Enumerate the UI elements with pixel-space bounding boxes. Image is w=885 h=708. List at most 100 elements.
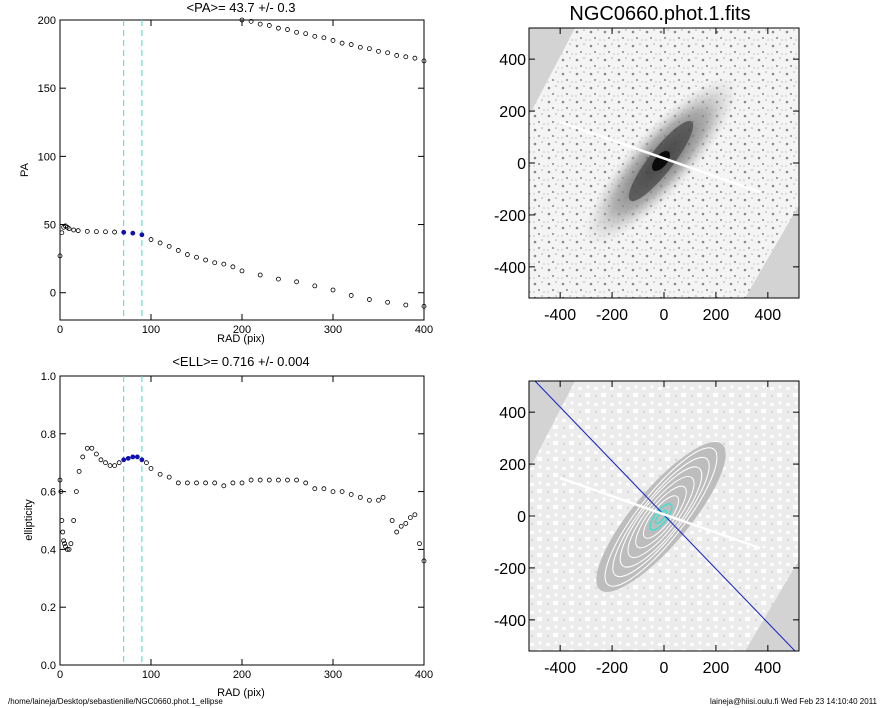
data-point (407, 515, 413, 521)
data-point (366, 297, 372, 302)
satellite-trail (559, 120, 761, 194)
data-point (339, 40, 345, 46)
pa-markers (57, 17, 427, 320)
data-point (84, 228, 90, 234)
data-point (366, 46, 372, 52)
data-point (348, 42, 354, 47)
y-tick-label: 100 (38, 151, 56, 163)
x-tick-label: 200 (233, 324, 251, 336)
x-tick-label: 400 (415, 324, 433, 336)
data-point (130, 454, 136, 460)
data-point (230, 264, 236, 270)
ell-xlabel: RAD (pix) (217, 687, 265, 699)
img-y-tick-label: 200 (499, 457, 526, 474)
data-point (66, 226, 72, 232)
y-tick-label: 0.0 (41, 660, 56, 672)
data-point (376, 497, 381, 503)
data-point (312, 283, 318, 289)
data-point (175, 480, 181, 486)
data-point (94, 451, 99, 457)
data-point (257, 477, 263, 483)
data-point (184, 252, 190, 257)
img-x-tick-label: 200 (703, 307, 730, 324)
data-point (71, 518, 77, 523)
data-point (294, 279, 300, 285)
img-x-tick-label: -200 (596, 660, 628, 677)
data-point (98, 457, 104, 463)
y-tick-label: 0.6 (41, 487, 56, 499)
data-point (330, 287, 336, 293)
data-point (84, 445, 90, 451)
y-tick-label: 150 (38, 83, 56, 95)
data-point (134, 454, 140, 460)
y-tick-label: 0.8 (41, 429, 56, 441)
img-x-tick-label: -200 (596, 307, 628, 324)
ell-title: <ELL>= 0.716 +/- 0.004 (172, 354, 309, 369)
img-x-tick-label: -400 (544, 660, 576, 677)
image-title: NGC0660.phot.1.fits (569, 3, 750, 25)
data-point (417, 541, 422, 547)
data-point (394, 529, 400, 535)
data-point (148, 466, 154, 471)
data-point (385, 50, 391, 56)
satellite-trail-masked (559, 476, 761, 550)
data-point (166, 474, 172, 480)
data-point (403, 520, 409, 526)
ell-ticks: 0 100 200 300 400 0.0 0.2 0.4 0.6 0.8 1.0 (41, 371, 433, 681)
data-point (230, 480, 236, 486)
img-y-tick-label: 400 (499, 405, 526, 422)
x-tick-label: 0 (57, 324, 63, 336)
data-point (157, 471, 163, 477)
galaxy-image-top: NGC0660.phot.1.fits -400 -200 0 200 400 400 20… (494, 3, 800, 324)
data-point (221, 261, 227, 267)
data-point (103, 229, 108, 235)
data-point (103, 460, 108, 466)
data-point (275, 276, 281, 282)
data-point (116, 460, 122, 466)
img-y-tick-label: -200 (494, 561, 526, 578)
data-point (376, 48, 381, 54)
data-point (421, 303, 427, 309)
data-point (380, 494, 386, 500)
data-point (248, 477, 254, 483)
data-point (94, 229, 99, 235)
data-point (194, 254, 199, 260)
data-point (312, 33, 318, 39)
ell-axes-frame (59, 375, 425, 666)
data-point (303, 31, 309, 37)
data-point (239, 480, 245, 486)
data-point (357, 494, 363, 500)
data-point (421, 558, 427, 564)
ell-ylabel: ellipticity (23, 499, 35, 541)
img-x-tick-label: 400 (754, 307, 781, 324)
data-point (389, 518, 395, 523)
data-point (321, 486, 327, 492)
data-point (175, 248, 181, 253)
img-x-tick-label: 0 (660, 307, 669, 324)
data-point (148, 237, 154, 242)
data-point (61, 538, 67, 544)
isophote-ellipse (654, 509, 668, 525)
img-y-tick-label: 0 (517, 509, 526, 526)
data-point (275, 25, 281, 31)
isophote-ellipse (612, 456, 710, 578)
x-tick-label: 200 (233, 669, 251, 681)
data-point (275, 477, 281, 483)
data-point (139, 232, 145, 238)
data-point (121, 457, 127, 463)
data-point (330, 489, 336, 495)
y-tick-label: 0.4 (41, 544, 56, 556)
data-point (394, 53, 400, 58)
data-point (285, 27, 290, 32)
galaxy-image-bottom: -400 -200 0 200 400 400 200 0 -200 -400 (494, 380, 800, 677)
data-point (257, 272, 263, 278)
data-point (71, 227, 77, 233)
data-point (125, 455, 131, 461)
data-point (403, 54, 409, 60)
img-x-tick-label: 200 (703, 660, 730, 677)
x-tick-label: 0 (57, 669, 63, 681)
data-point (166, 243, 172, 249)
img-x-tick-label: 400 (754, 660, 781, 677)
data-point (107, 463, 113, 468)
